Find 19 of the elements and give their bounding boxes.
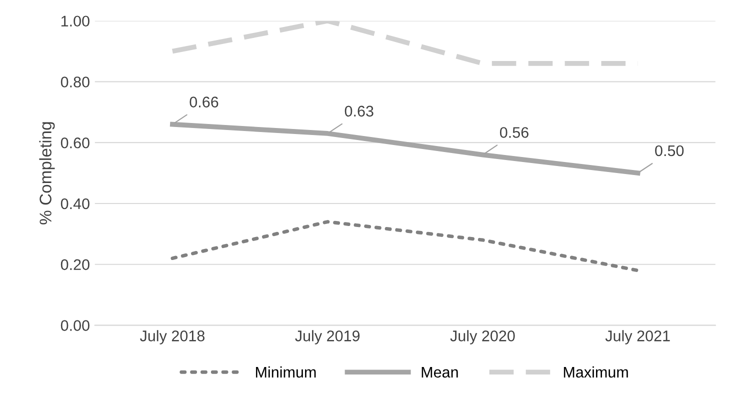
y-tick-label: 0.20 bbox=[60, 259, 90, 270]
legend-label: Maximum bbox=[564, 366, 628, 378]
x-tick-label: July 2018 bbox=[140, 330, 204, 344]
y-axis-title: % Completing bbox=[39, 122, 55, 224]
y-tick-label: 1.00 bbox=[61, 16, 90, 27]
data-label: 0.66 bbox=[190, 96, 218, 108]
x-tick-label: July 2021 bbox=[605, 330, 670, 344]
line-series bbox=[170, 220, 640, 272]
y-tick-label: 0.00 bbox=[60, 320, 90, 331]
x-tick-label: July 2020 bbox=[450, 330, 515, 344]
legend-label: Mean bbox=[422, 366, 458, 378]
y-tick-label: 0.80 bbox=[60, 76, 90, 88]
legend-label: Minimum bbox=[256, 366, 316, 378]
data-label: 0.63 bbox=[344, 106, 374, 117]
data-label: 0.50 bbox=[655, 145, 684, 156]
y-tick-label: 0.60 bbox=[60, 137, 90, 148]
x-tick-label: July 2019 bbox=[295, 330, 360, 344]
data-label: 0.56 bbox=[500, 127, 528, 138]
y-tick-label: 0.40 bbox=[60, 198, 90, 210]
